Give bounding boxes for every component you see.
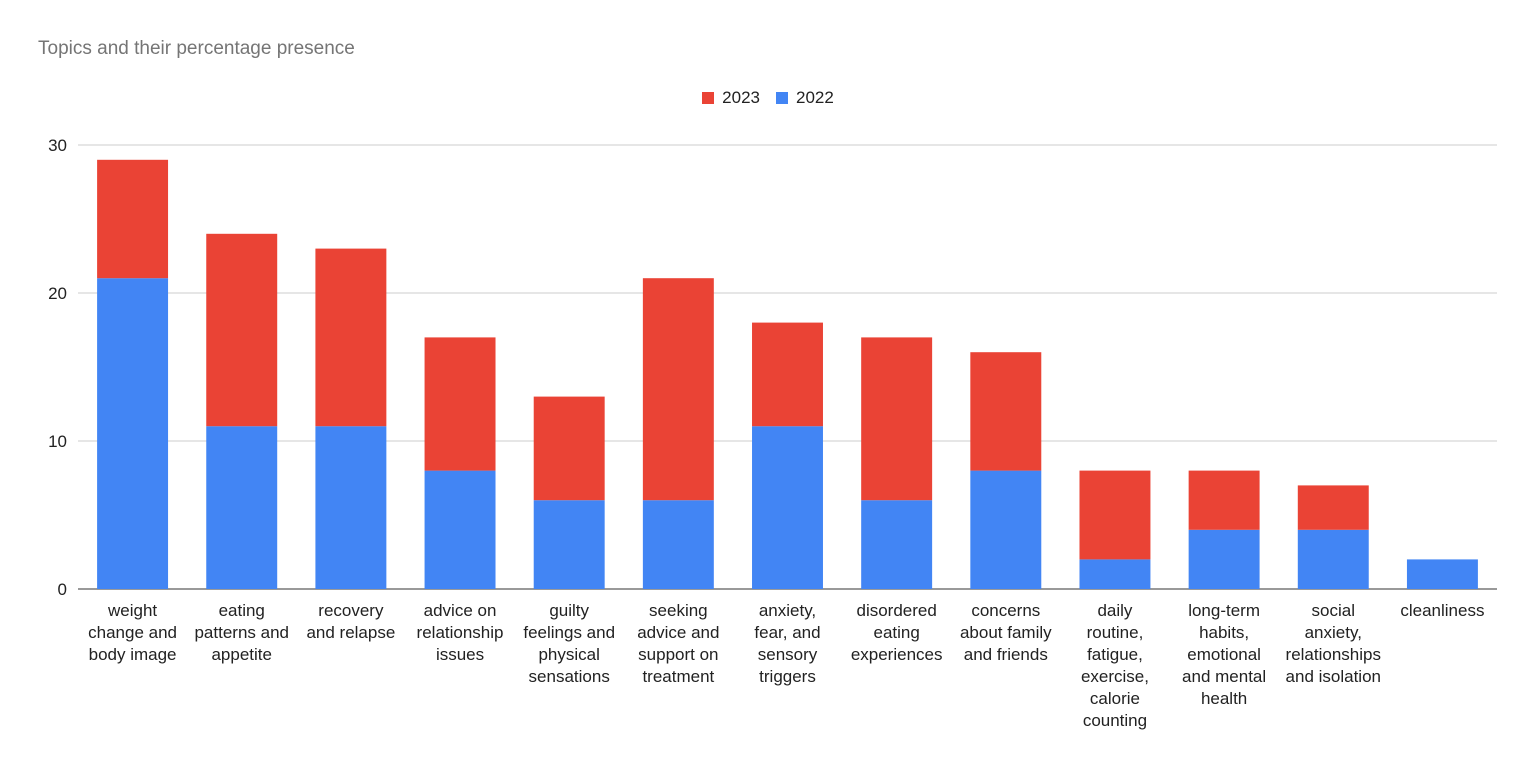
x-tick-label: advice on relationship issues: [417, 601, 504, 664]
legend-swatch-2023: [702, 92, 715, 104]
y-tick-label: 0: [58, 580, 67, 599]
x-tick-label: daily routine, fatigue, exercise, calorie cou…: [1081, 601, 1149, 730]
legend-item-2023[interactable]: 2023: [702, 88, 760, 108]
legend-label-2023: 2023: [722, 88, 760, 107]
x-tick-label: long-term habits, emotional and mental healt…: [1182, 601, 1266, 708]
bar-2023-8: [970, 352, 1042, 471]
x-tick-label: eating patterns and appetite: [194, 601, 289, 664]
bar-2023-11: [1297, 485, 1369, 530]
bar-2022-5: [642, 500, 714, 589]
y-tick-label: 10: [48, 432, 67, 451]
x-tick-label: seeking advice and support on treatment: [637, 601, 719, 686]
bar-2023-2: [315, 248, 387, 427]
x-tick-label: anxiety, fear, and sensory triggers: [754, 601, 820, 686]
bar-2023-4: [533, 396, 605, 501]
bar-2022-0: [97, 278, 169, 589]
bar-2022-3: [424, 470, 496, 589]
y-tick-label: 30: [48, 136, 67, 155]
bar-2022-4: [533, 500, 605, 589]
bar-2022-2: [315, 426, 387, 589]
bar-2022-10: [1188, 529, 1260, 589]
x-tick-label: cleanliness: [1400, 601, 1484, 620]
x-tick-label: weight change and body image: [88, 601, 177, 664]
x-tick-label: social anxiety, relationships and isolation: [1286, 601, 1381, 686]
y-tick-label: 20: [48, 284, 67, 303]
x-tick-label: disordered eating experiences: [851, 601, 943, 664]
bar-2023-10: [1188, 470, 1260, 530]
bar-2022-11: [1297, 529, 1369, 589]
bar-2023-5: [642, 278, 714, 501]
legend-item-2022[interactable]: 2022: [776, 88, 834, 108]
legend-swatch-2022: [776, 92, 788, 104]
bar-2022-9: [1079, 559, 1151, 589]
x-tick-label: guilty feelings and physical sensations: [523, 601, 615, 686]
bar-2023-9: [1079, 470, 1151, 560]
bar-2022-12: [1406, 559, 1478, 589]
bar-2022-6: [752, 426, 823, 589]
bar-2022-8: [970, 470, 1042, 589]
x-tick-label: concerns about family and friends: [960, 601, 1052, 664]
x-tick-label: recovery and relapse: [306, 601, 395, 642]
legend-label-2022: 2022: [796, 88, 834, 107]
legend: 2023 2022: [0, 88, 1536, 108]
bar-2023-1: [206, 233, 278, 427]
bar-2023-6: [752, 322, 823, 427]
bar-2022-1: [206, 426, 278, 589]
bar-2023-7: [861, 337, 933, 501]
bar-2023-0: [97, 159, 169, 279]
bar-2022-7: [861, 500, 933, 589]
chart-title: Topics and their percentage presence: [38, 38, 355, 59]
bar-2023-3: [424, 337, 496, 471]
